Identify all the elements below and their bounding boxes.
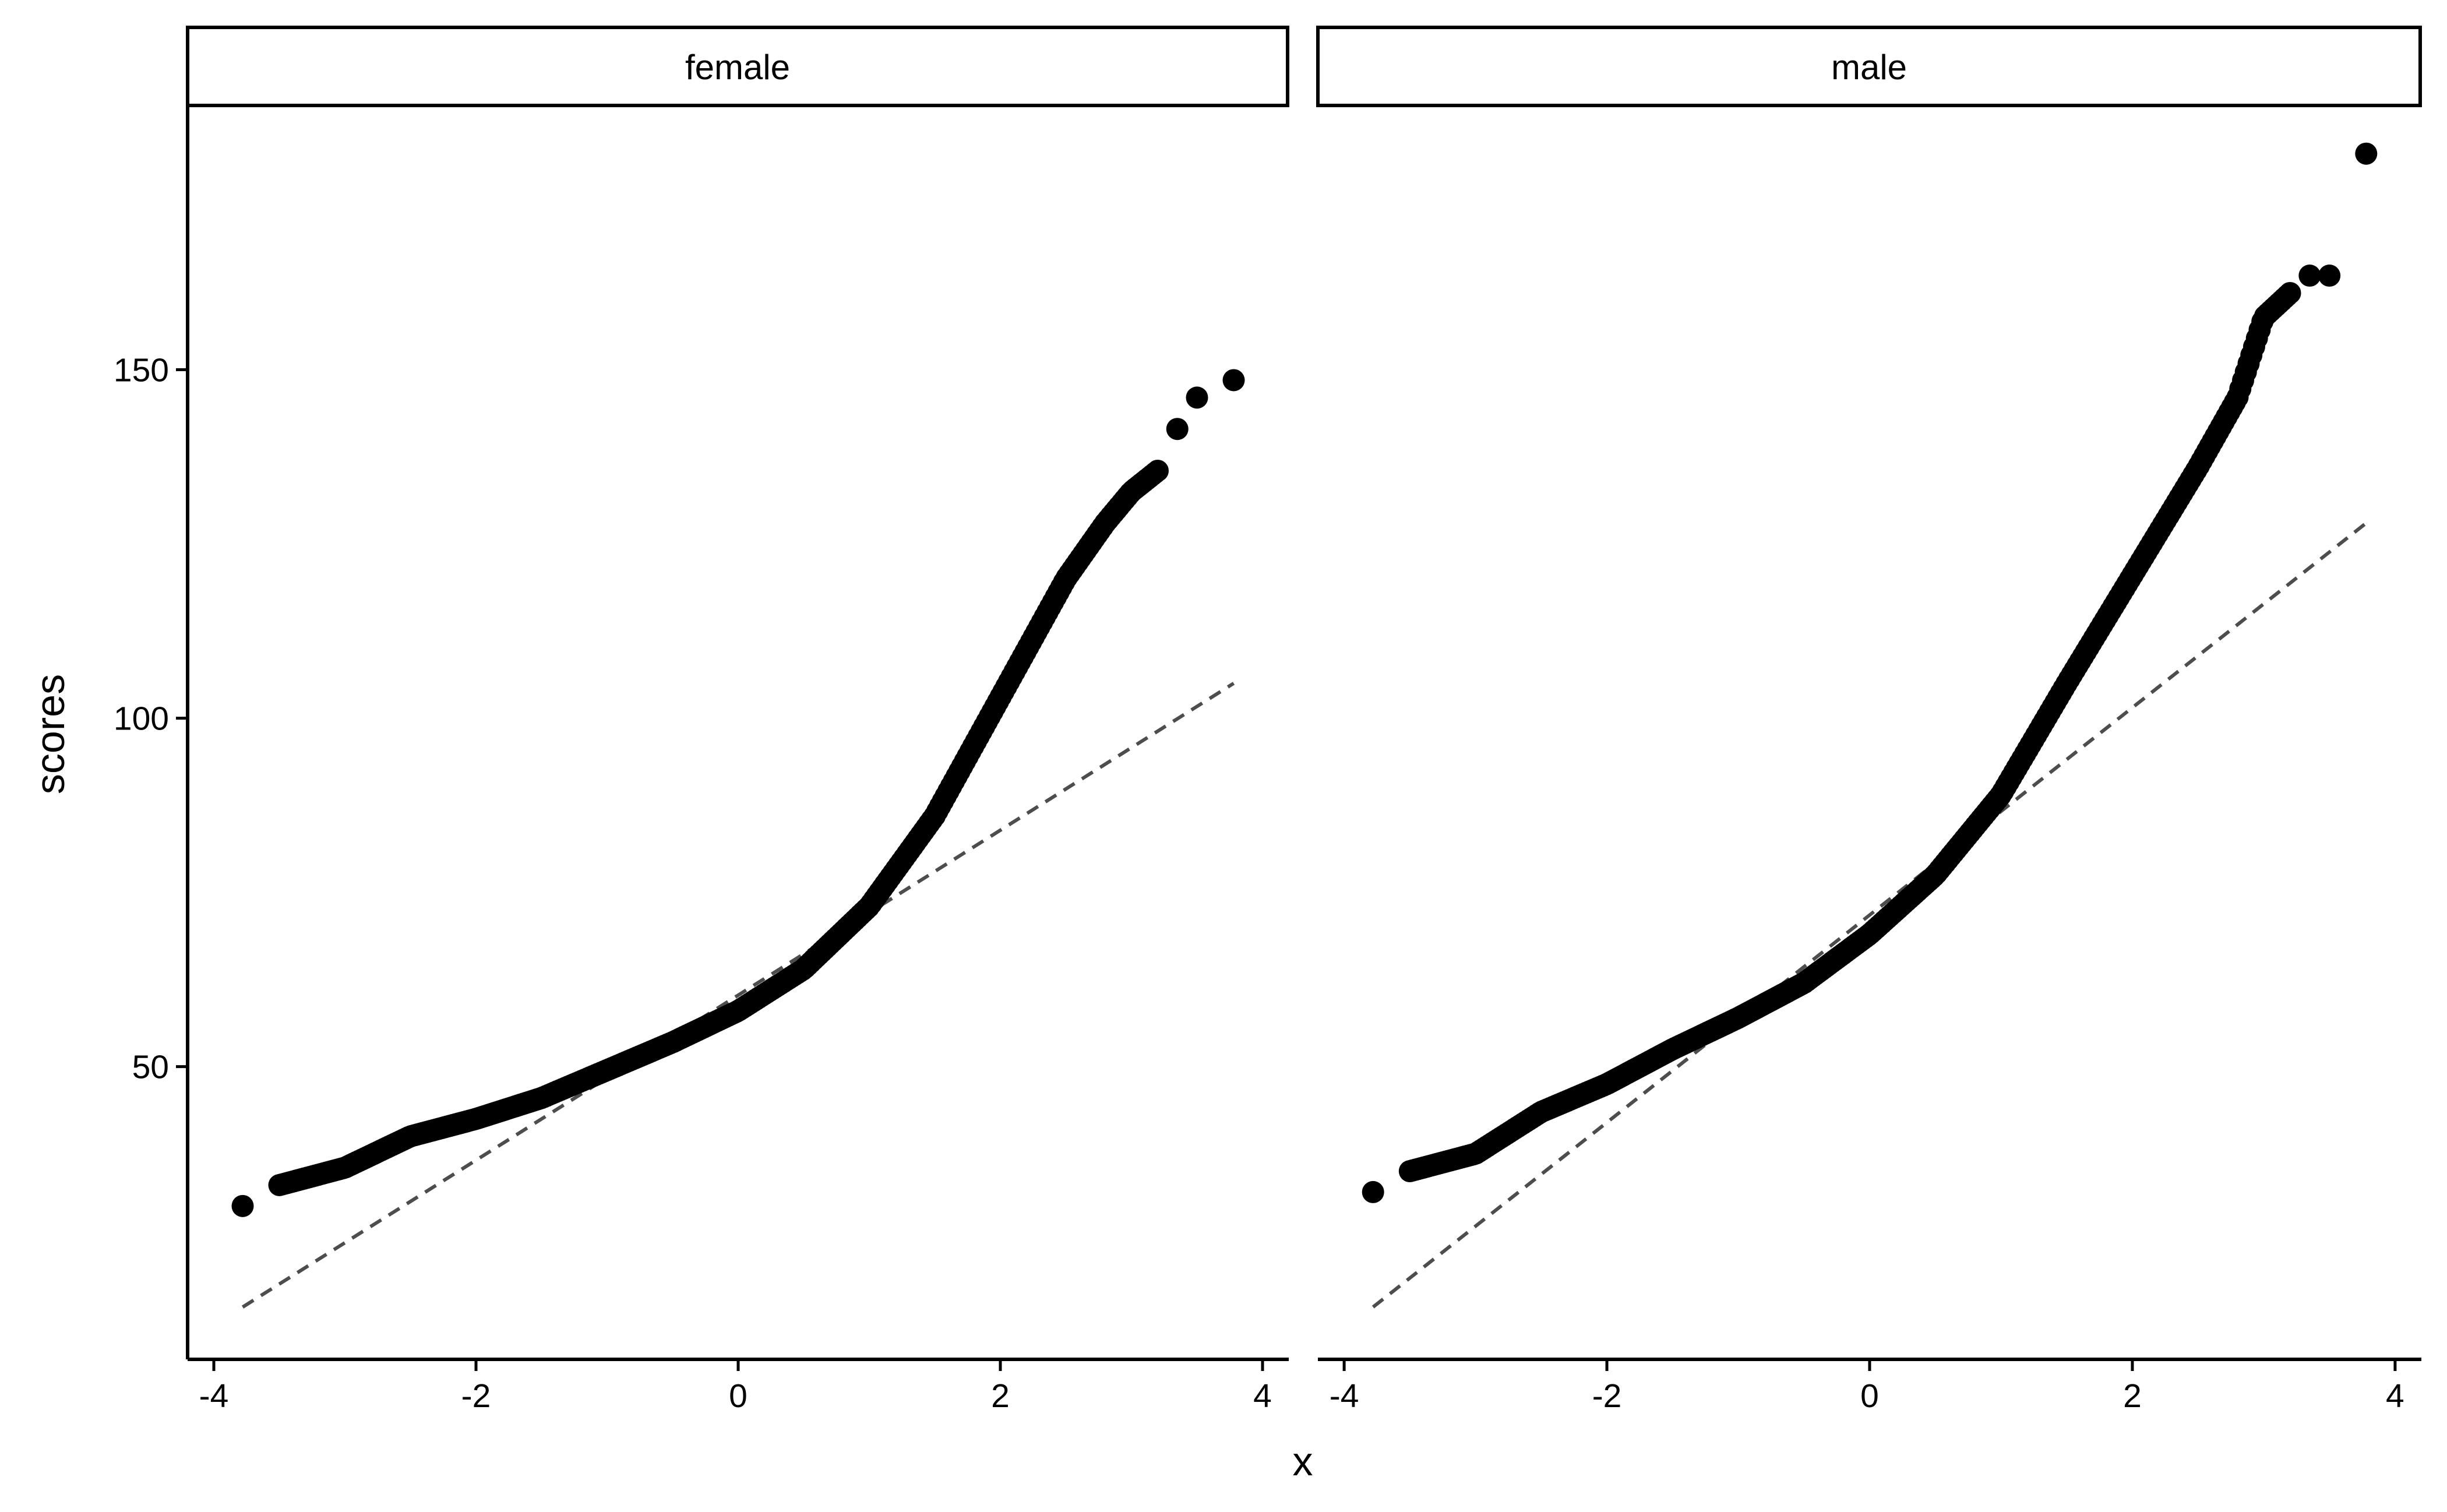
reference-line-female xyxy=(241,682,1235,1309)
y-tick-label: 50 xyxy=(132,1049,169,1086)
reference-line-male xyxy=(1371,521,2368,1309)
y-axis-title: scores xyxy=(27,674,73,794)
x-tick-label-male: -4 xyxy=(1330,1377,1359,1415)
x-tick-label-male: 4 xyxy=(2386,1377,2404,1415)
x-tick-label-female: 4 xyxy=(1253,1377,1272,1415)
x-tick-label-female: -2 xyxy=(461,1377,491,1415)
facet-strip-male-box xyxy=(1316,26,2422,107)
x-tick-label-female: 2 xyxy=(991,1377,1010,1415)
x-tick-label-female: 0 xyxy=(729,1377,748,1415)
data-point-outlier xyxy=(1186,386,1208,409)
y-axis: 50 100 150 xyxy=(114,105,189,1359)
data-point-outlier xyxy=(2355,142,2378,165)
x-tick-label-male: -2 xyxy=(1592,1377,1622,1415)
data-point-outlier xyxy=(1362,1180,1384,1203)
facet-label-male: male xyxy=(1831,48,1907,87)
x-tick-label-male: 0 xyxy=(1860,1377,1879,1415)
facet-strip-female: female xyxy=(186,26,1289,107)
facet-label-female: female xyxy=(685,48,790,87)
data-point-outlier xyxy=(2318,265,2341,287)
facet-strip-male: male xyxy=(1316,26,2422,107)
data-point xyxy=(1147,459,1169,482)
data-point-outlier xyxy=(1166,418,1189,440)
data-point-outlier xyxy=(2298,265,2321,287)
panel-female: -4 -2 0 2 4 xyxy=(188,369,1289,1415)
data-point xyxy=(2279,281,2301,304)
x-tick-label-male: 2 xyxy=(2123,1377,2142,1415)
data-point-outlier xyxy=(231,1194,254,1217)
y-tick-label: 150 xyxy=(114,352,169,389)
y-tick-label: 100 xyxy=(114,700,169,738)
facet-strip-female-box xyxy=(186,26,1289,107)
x-axis-title: x xyxy=(1293,1439,1313,1484)
x-tick-label-female: -4 xyxy=(199,1377,229,1415)
panel-male: -4 -2 0 2 4 xyxy=(1318,142,2421,1415)
data-point-outlier xyxy=(1222,369,1245,392)
